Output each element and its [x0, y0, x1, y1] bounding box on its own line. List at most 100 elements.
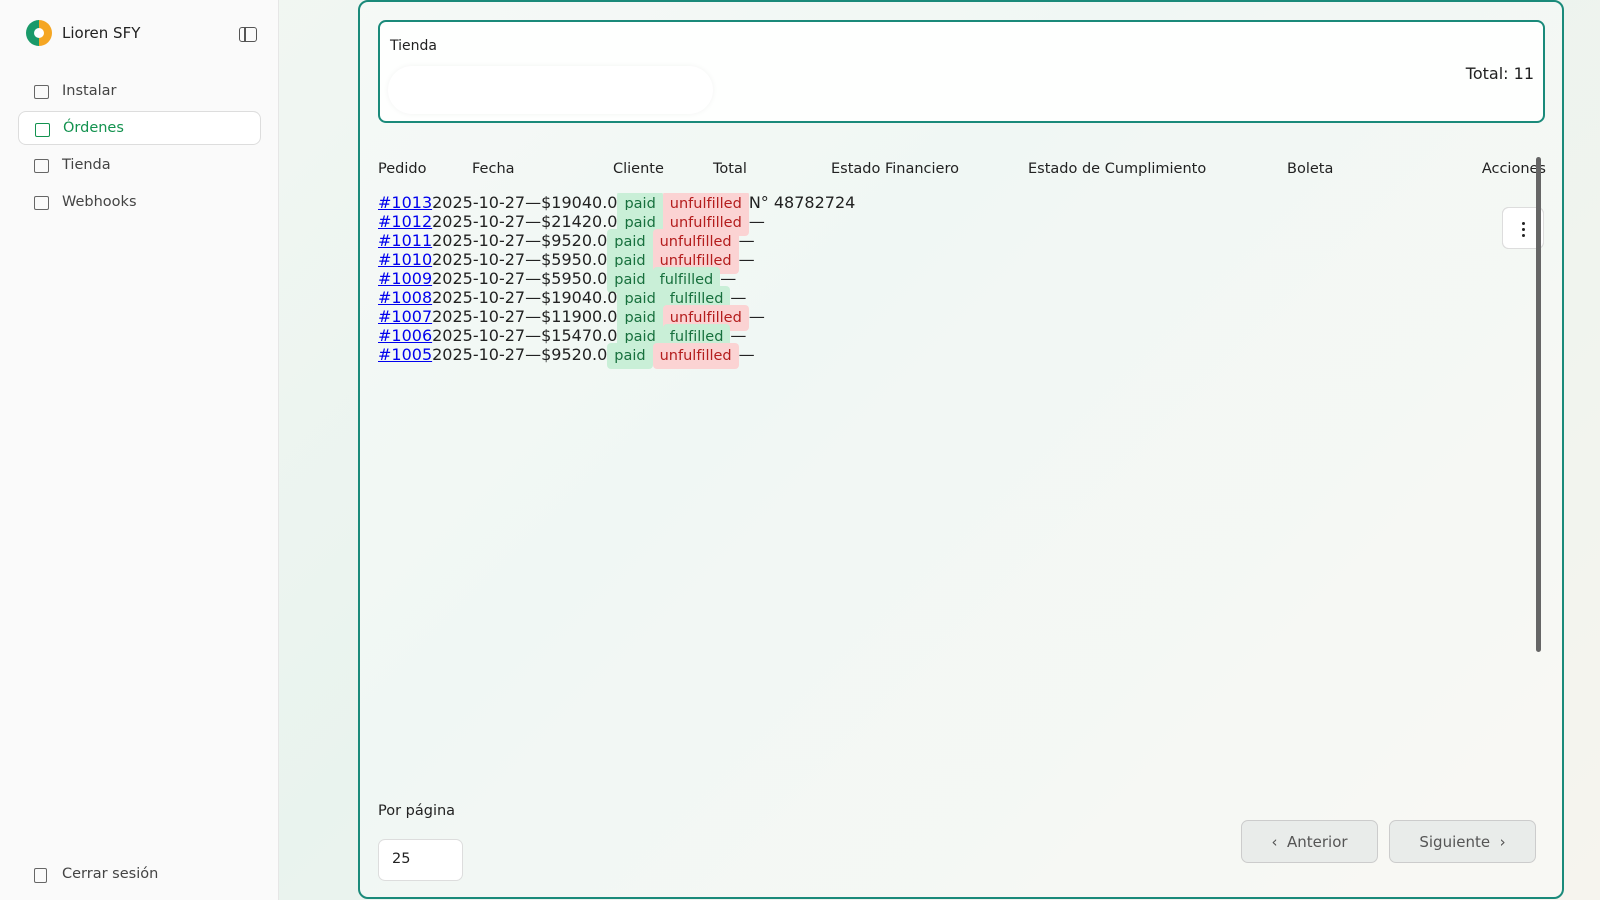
cell: —	[748, 212, 765, 231]
table-row: #10092025-10-27—$5950.0 paid fulfilled —	[378, 207, 1544, 293]
prev-button[interactable]: ‹ Anterior	[1241, 820, 1378, 863]
total: Total: 11	[1465, 64, 1534, 83]
cell: #1007	[378, 307, 432, 326]
prev-label: Anterior	[1286, 832, 1348, 851]
cell: $15470.0	[541, 326, 618, 345]
nav-item[interactable]: Webhooks	[18, 185, 261, 219]
table-row: #10122025-10-27—$21420.0 paid unfulfilled —	[378, 207, 1544, 249]
cell: N° 48782724	[748, 193, 856, 212]
dot	[1522, 222, 1525, 225]
next-label: Siguiente	[1419, 832, 1491, 851]
column-header: Fecha	[472, 161, 515, 177]
store-label: Tienda	[390, 38, 437, 54]
cell: 2025-10-27	[432, 231, 526, 250]
table-row: #10082025-10-27—$19040.0 paid fulfilled —	[378, 207, 1544, 312]
table-row: #10132025-10-27—$19040.0 paid unfulfilled N…	[378, 193, 1544, 249]
cell: 2025-10-27	[432, 326, 526, 345]
order-link[interactable]: #1009	[378, 269, 433, 288]
cell: —	[730, 288, 747, 307]
cell: —	[738, 345, 755, 364]
table-header: Pedido Fecha Cliente Total Estado Financiero…	[378, 145, 1546, 193]
next-button[interactable]: Siguiente ›	[1389, 820, 1536, 863]
cell: 2025-10-27	[432, 212, 526, 231]
cell: —	[525, 250, 542, 269]
table-row: #10062025-10-27—$15470.0 paid fulfilled —	[378, 207, 1544, 350]
dot	[1522, 234, 1525, 237]
cell: —	[525, 231, 542, 250]
cell: —	[525, 193, 542, 212]
per-page-select[interactable]: 25	[378, 839, 463, 881]
cell: —	[738, 250, 755, 269]
logo	[26, 20, 52, 46]
cell: $9520.0	[541, 231, 608, 250]
dot	[1522, 228, 1525, 231]
order-link[interactable]: #1010	[378, 250, 433, 269]
table-row: #10112025-10-27—$9520.0 paid unfulfilled —	[378, 207, 1544, 255]
sidebar: Lioren SFY Instalar Órdenes Tienda Webho…	[0, 0, 279, 900]
cell: 2025-10-27	[432, 250, 526, 269]
table-body: #10132025-10-27—$19040.0 paid unfulfilled N…	[378, 193, 1544, 787]
cell: $5950.0	[541, 250, 608, 269]
cell: —	[730, 326, 747, 345]
column-header: Estado de Cumplimiento	[1028, 161, 1207, 177]
column-header: Estado Financiero	[831, 161, 959, 177]
cell: —	[525, 269, 542, 288]
order-link[interactable]: #1008	[378, 288, 433, 307]
cell: #1008	[378, 288, 432, 307]
column-header: Cliente	[613, 161, 664, 177]
cell: $9520.0	[541, 345, 608, 364]
order-link[interactable]: #1011	[378, 231, 433, 250]
cell: $11900.0	[541, 307, 618, 326]
table-row: #10102025-10-27—$5950.0 paid unfulfilled —	[378, 207, 1544, 274]
cell: 2025-10-27	[432, 288, 526, 307]
cell: #1011	[378, 231, 432, 250]
order-link[interactable]: #1012	[378, 212, 433, 231]
cell: —	[525, 212, 542, 231]
nav-item[interactable]: Tienda	[18, 148, 261, 182]
cell: paid	[607, 343, 653, 369]
cell: #1012	[378, 212, 432, 231]
cell: #1005	[378, 345, 432, 364]
cell: #1009	[378, 269, 432, 288]
nav-item[interactable]: Órdenes	[18, 111, 261, 145]
scrollbar[interactable]	[1536, 157, 1541, 652]
cell: —	[525, 307, 542, 326]
cell: #1013	[378, 193, 432, 212]
column-header: Acciones	[1481, 161, 1546, 177]
order-link[interactable]: #1005	[378, 345, 433, 364]
column-header: Boleta	[1287, 161, 1334, 177]
status-badge: paid	[607, 343, 653, 369]
cell: —	[720, 269, 737, 288]
nav: Instalar Órdenes Tienda Webhooks	[18, 74, 261, 222]
cell: —	[748, 307, 765, 326]
cell: —	[525, 326, 542, 345]
table-row: #10052025-10-27—$9520.0 paid unfulfilled —	[378, 207, 1544, 369]
cell: $19040.0	[541, 288, 618, 307]
cell: 2025-10-27	[432, 269, 526, 288]
logout[interactable]: Cerrar sesión	[33, 866, 159, 883]
cell: —	[525, 288, 542, 307]
orders-panel: Tienda Total: 11 Pedido Fecha Cliente Total…	[358, 0, 1564, 899]
cell: —	[738, 231, 755, 250]
order-link[interactable]: #1013	[378, 193, 433, 212]
column-header: Total	[713, 161, 747, 177]
sidebar-toggle[interactable]	[239, 27, 257, 42]
cell: —	[525, 345, 542, 364]
nav-item[interactable]: Instalar	[18, 74, 261, 108]
store-box: Tienda Total: 11	[378, 20, 1545, 123]
cell: #1010	[378, 250, 432, 269]
table-row: #10072025-10-27—$11900.0 paid unfulfilled —	[378, 207, 1544, 331]
cell: $21420.0	[541, 212, 618, 231]
cell: $19040.0	[541, 193, 618, 212]
cell: 2025-10-27	[432, 345, 526, 364]
store-select[interactable]	[388, 66, 713, 114]
order-link[interactable]: #1006	[378, 326, 433, 345]
per-page-label: Por página	[378, 803, 456, 819]
order-link[interactable]: #1007	[378, 307, 433, 326]
status-badge: unfulfilled	[652, 343, 739, 369]
column-header: Pedido	[378, 161, 427, 177]
cell: 2025-10-27	[432, 193, 526, 212]
cell: $5950.0	[541, 269, 608, 288]
